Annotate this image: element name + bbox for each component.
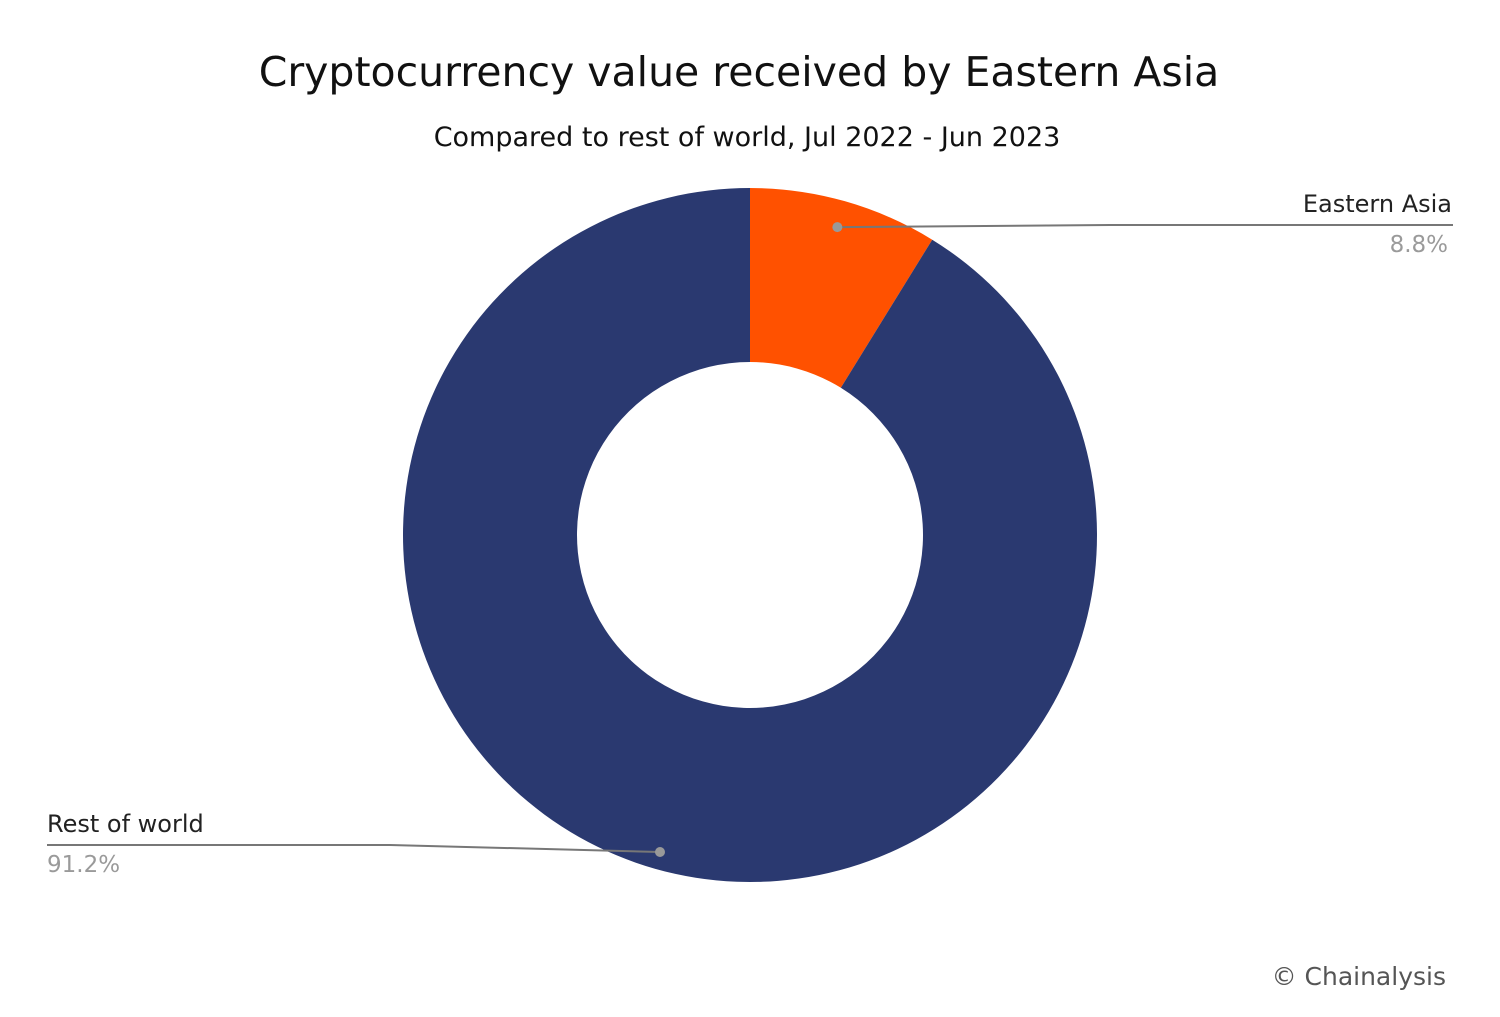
credit-chainalysis: © Chainalysis <box>1271 962 1446 991</box>
slice-rest-of-world <box>402 187 1097 882</box>
rest-of-world-leader-line <box>47 844 661 853</box>
chart-subtitle: Compared to rest of world, Jul 2022 - Ju… <box>433 122 1061 153</box>
slice-eastern-asia <box>750 188 933 388</box>
value-eastern-asia: 8.8% <box>1389 232 1448 258</box>
value-rest-of-world: 91.2% <box>47 852 121 878</box>
eastern-asia-leader-line <box>837 224 1453 229</box>
label-rest-of-world: Rest of world <box>47 810 204 838</box>
chart-title: Cryptocurrency value received by Eastern… <box>258 48 1220 96</box>
label-eastern-asia: Eastern Asia <box>1302 190 1452 218</box>
rest-of-world-leader-dot <box>655 847 665 857</box>
eastern-asia-leader-dot <box>832 222 843 233</box>
